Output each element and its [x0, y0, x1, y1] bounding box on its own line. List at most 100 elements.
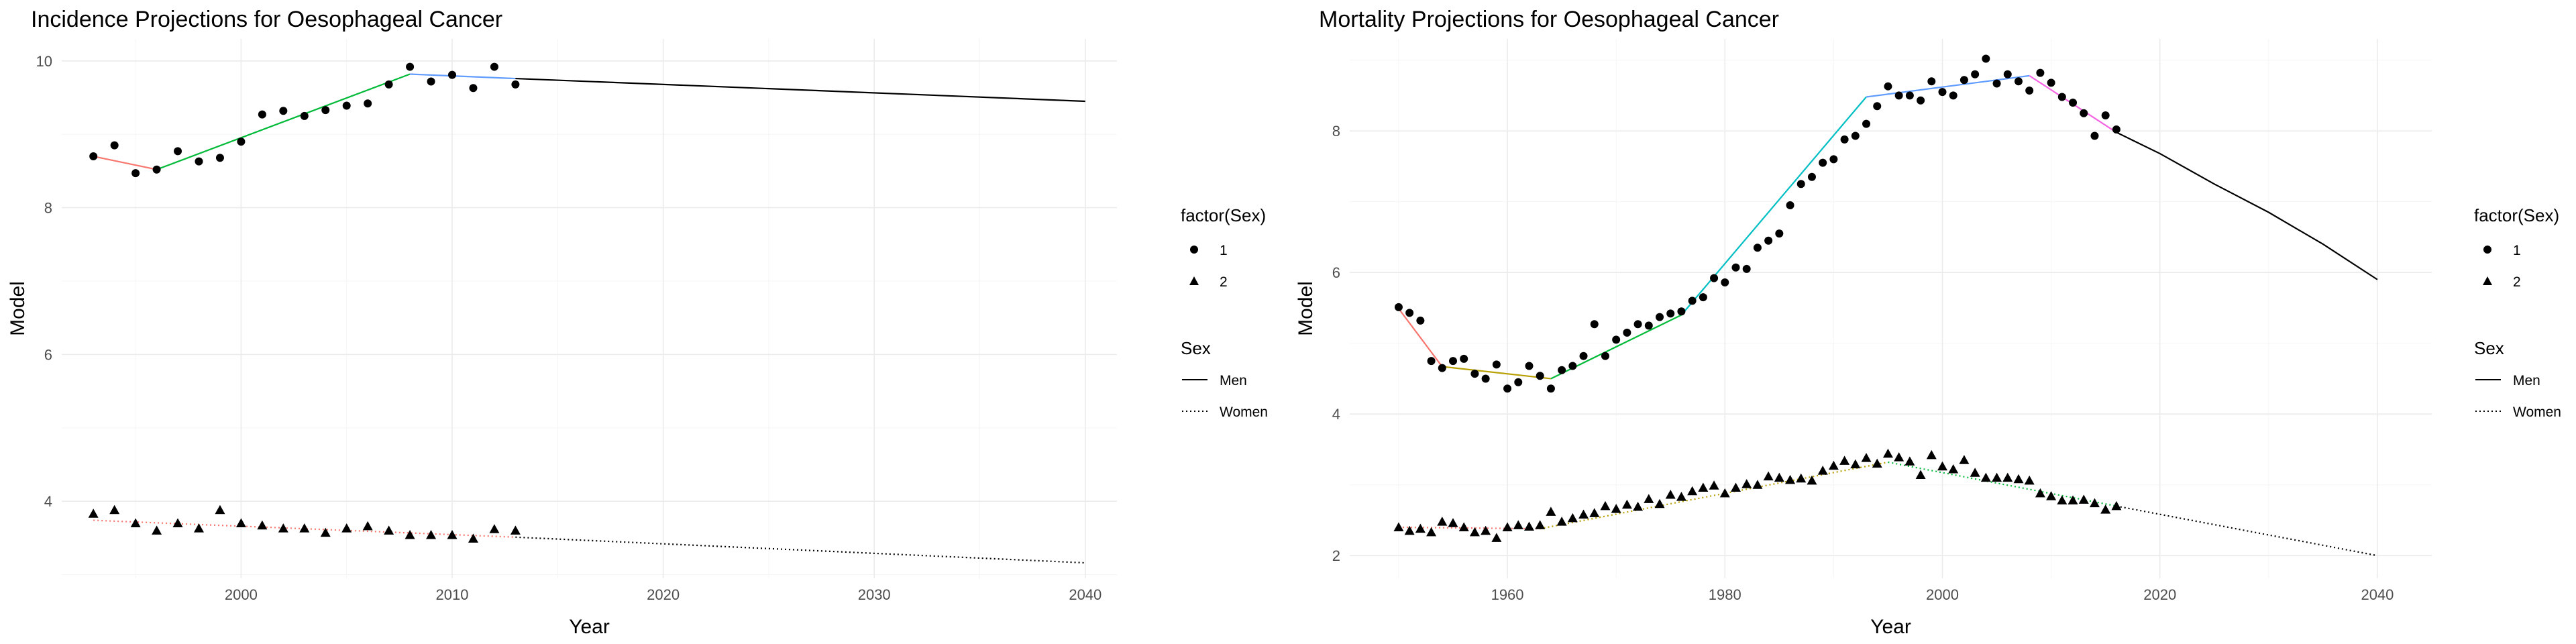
data-point-circle: [1612, 335, 1621, 344]
legend-circle-key: [1190, 246, 1198, 254]
data-point-triangle: [1513, 520, 1523, 529]
data-point-circle: [1840, 135, 1849, 144]
data-point-circle: [469, 84, 478, 93]
data-point-circle: [1775, 229, 1784, 238]
data-point-circle: [1405, 309, 1414, 317]
legend-shape-title: factor(Sex): [2474, 205, 2559, 225]
data-point-triangle: [468, 533, 478, 543]
legend-shape-label: 2: [2513, 274, 2521, 290]
data-point-triangle: [1807, 475, 1817, 485]
data-point-triangle: [1980, 472, 1991, 482]
data-point-circle: [215, 154, 224, 162]
data-point-triangle: [1589, 508, 1600, 517]
data-point-circle: [1884, 82, 1892, 91]
y-tick-label: 10: [36, 53, 52, 70]
x-tick-label: 1980: [1709, 586, 1741, 603]
data-point-circle: [237, 138, 246, 146]
projection-line-men: [2116, 131, 2378, 280]
data-point-triangle: [1698, 482, 1709, 492]
data-point-triangle: [1850, 459, 1861, 469]
data-point-circle: [2069, 98, 2078, 107]
incidence-chart: 4 6 8 10 2000 2010 2020 2030 2040 Incidence Proje…: [7, 7, 1268, 638]
data-point-triangle: [1665, 489, 1676, 499]
data-point-triangle: [257, 520, 268, 530]
data-point-circle: [1492, 360, 1501, 369]
data-point-triangle: [172, 518, 183, 527]
data-point-triangle: [510, 525, 521, 535]
data-point-circle: [2057, 93, 2066, 101]
x-tick-label: 2040: [2361, 586, 2394, 603]
data-point-triangle: [2013, 474, 2024, 484]
trend-segment-line: [410, 73, 516, 80]
chart-title: Incidence Projections for Oesophageal Ca…: [31, 7, 502, 32]
data-point-triangle: [1872, 458, 1882, 468]
data-point-triangle: [1676, 492, 1686, 501]
data-point-circle: [1666, 309, 1675, 318]
trend-segment-line: [93, 155, 157, 170]
data-point-circle: [195, 157, 203, 166]
x-tick-label: 2010: [436, 586, 469, 603]
legend-shape-title: factor(Sex): [1181, 205, 1266, 225]
data-point-triangle: [2057, 495, 2068, 504]
data-point-circle: [2003, 70, 2012, 78]
legend-circle-key: [2483, 246, 2491, 254]
data-point-triangle: [1644, 494, 1654, 503]
data-point-circle: [490, 62, 498, 71]
data-point-triangle: [2035, 488, 2045, 498]
data-point-circle: [1949, 91, 1957, 100]
data-point-triangle: [152, 525, 162, 535]
legend-shape-label: 2: [1220, 274, 1228, 290]
chart-title: Mortality Projections for Oesophageal Ca…: [1319, 7, 1779, 32]
y-tick-label: 4: [1332, 406, 1340, 423]
data-point-triangle: [215, 504, 225, 515]
data-point-circle: [1699, 293, 1707, 302]
data-point-triangle: [1828, 460, 1839, 470]
data-point-circle: [1568, 362, 1577, 370]
data-point-circle: [1677, 307, 1686, 316]
data-point-circle: [1427, 357, 1436, 366]
data-point-circle: [1927, 77, 1936, 86]
x-tick-label: 2020: [2143, 586, 2176, 603]
data-point-triangle: [1611, 504, 1621, 513]
data-point-circle: [152, 165, 161, 174]
data-point-circle: [1753, 244, 1762, 252]
data-point-circle: [1536, 372, 1544, 380]
data-point-triangle: [1926, 449, 1937, 460]
trend-segment-line: [1398, 308, 1443, 368]
data-point-triangle: [1774, 472, 1784, 482]
legend-line-label: Men: [2513, 373, 2540, 388]
legend-line-title: Sex: [2474, 338, 2504, 358]
data-point-circle: [1819, 158, 1827, 167]
y-tick-label: 6: [1332, 264, 1340, 281]
data-point-circle: [1992, 79, 2001, 88]
data-point-circle: [1579, 352, 1588, 360]
data-point-triangle: [1959, 455, 1970, 464]
data-point-triangle: [1796, 473, 1807, 483]
data-point-triangle: [1785, 474, 1796, 484]
data-point-triangle: [384, 525, 394, 535]
trend-segment-line: [1442, 366, 1552, 380]
data-point-circle: [1558, 366, 1566, 374]
data-point-circle: [1525, 362, 1534, 370]
projection-line-men: [515, 77, 1085, 103]
data-point-circle: [1633, 320, 1642, 329]
y-axis-title: Model: [7, 281, 29, 336]
projection-line-women: [515, 536, 1085, 564]
data-point-circle: [1546, 384, 1555, 393]
data-point-triangle: [130, 518, 141, 527]
data-point-triangle: [1904, 456, 1915, 466]
data-point-triangle: [1709, 480, 1719, 490]
data-point-circle: [427, 77, 435, 86]
data-point-triangle: [88, 508, 99, 518]
data-point-circle: [1873, 102, 1882, 111]
x-tick-label: 2040: [1069, 586, 1102, 603]
data-point-triangle: [1448, 518, 1458, 527]
data-point-circle: [89, 152, 98, 161]
data-point-circle: [342, 101, 351, 110]
data-point-triangle: [1426, 527, 1437, 537]
data-point-triangle: [320, 527, 331, 537]
data-point-triangle: [1861, 453, 1872, 462]
data-point-circle: [2090, 131, 2099, 140]
data-point-circle: [1438, 364, 1446, 372]
data-point-circle: [1514, 378, 1523, 386]
